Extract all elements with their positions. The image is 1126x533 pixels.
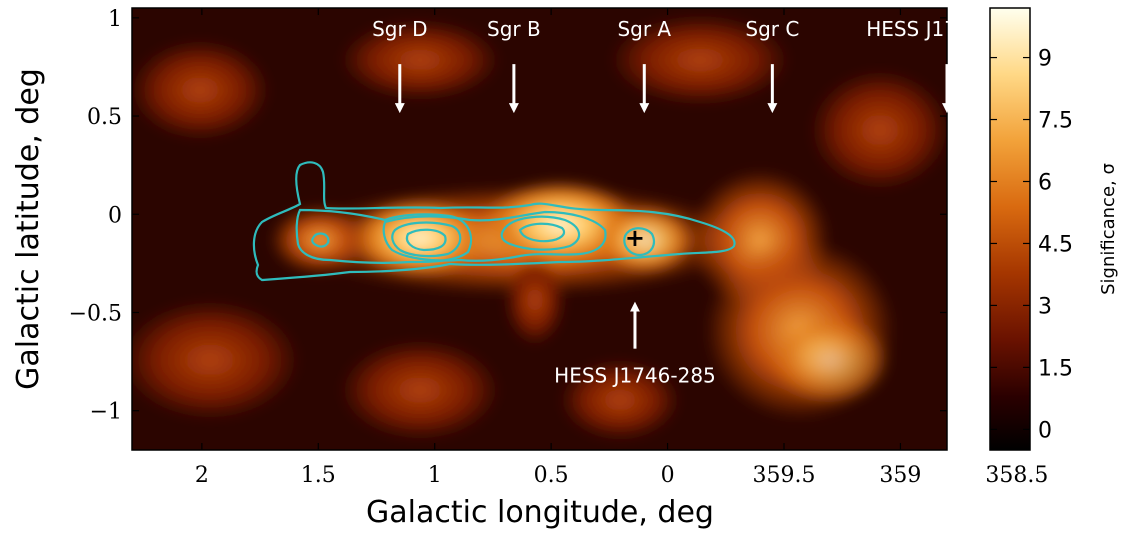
- colorbar-tick-label: 0: [1038, 418, 1052, 443]
- sgr-b-label: Sgr B: [487, 17, 541, 41]
- contour-3: [382, 210, 607, 262]
- colorbar-tick-label: 1.5: [1038, 356, 1073, 381]
- x-tick-label: 359: [879, 463, 921, 488]
- colorbar-tick-label: 3: [1038, 294, 1052, 319]
- y-tick-label: 0.5: [87, 105, 122, 130]
- contour-6: [500, 215, 581, 251]
- x-tick-label: 358.5: [985, 463, 1048, 488]
- sgr-a-star-marker: +: [625, 224, 645, 252]
- y-tick-label: −1: [90, 400, 122, 425]
- x-tick-label: 359.5: [753, 463, 816, 488]
- sgr-d-label: Sgr D: [372, 17, 427, 41]
- y-tick-label: −0.5: [69, 301, 122, 326]
- colorbar-tick-label: 6: [1038, 170, 1052, 195]
- significance-map: [132, 8, 947, 450]
- sgr-a-label: Sgr A: [617, 17, 671, 41]
- contour-7: [518, 222, 566, 243]
- x-axis-label: Galactic longitude, deg: [366, 495, 714, 530]
- plot-frame: [131, 7, 948, 451]
- colorbar-tick-label: 9: [1038, 47, 1052, 72]
- y-tick-label: 1: [108, 7, 122, 32]
- x-tick-label: 1: [428, 463, 442, 488]
- contour-4: [391, 221, 462, 258]
- y-axis-ticks: 1 0.5 0 −0.5 −1: [69, 7, 947, 425]
- colorbar: [989, 7, 1031, 451]
- colorbar-ticks: 0 1.5 3 4.5 6 7.5 9: [990, 47, 1073, 443]
- colorbar-label: Significance, σ: [1098, 163, 1119, 295]
- contour-5: [405, 228, 447, 252]
- hess-j1746-285-label: HESS J1746-285: [554, 364, 716, 388]
- sgr-c-label: Sgr C: [745, 17, 799, 41]
- y-tick-label: 0: [108, 203, 122, 228]
- contours: [252, 161, 736, 282]
- x-axis-ticks: 2 1.5 1 0.5 0 359.5 359 358.5: [195, 8, 1048, 488]
- x-tick-label: 2: [195, 463, 209, 488]
- colorbar-tick-label: 7.5: [1038, 109, 1073, 134]
- colorbar-tick-label: 4.5: [1038, 232, 1073, 257]
- x-tick-label: 1.5: [301, 463, 336, 488]
- x-tick-label: 0.5: [534, 463, 569, 488]
- x-tick-label: 0: [661, 463, 675, 488]
- contour-9: [311, 232, 330, 248]
- y-axis-label: Galactic latitude, deg: [11, 68, 46, 390]
- contour-8: [623, 227, 656, 257]
- contour-outer: [252, 161, 736, 282]
